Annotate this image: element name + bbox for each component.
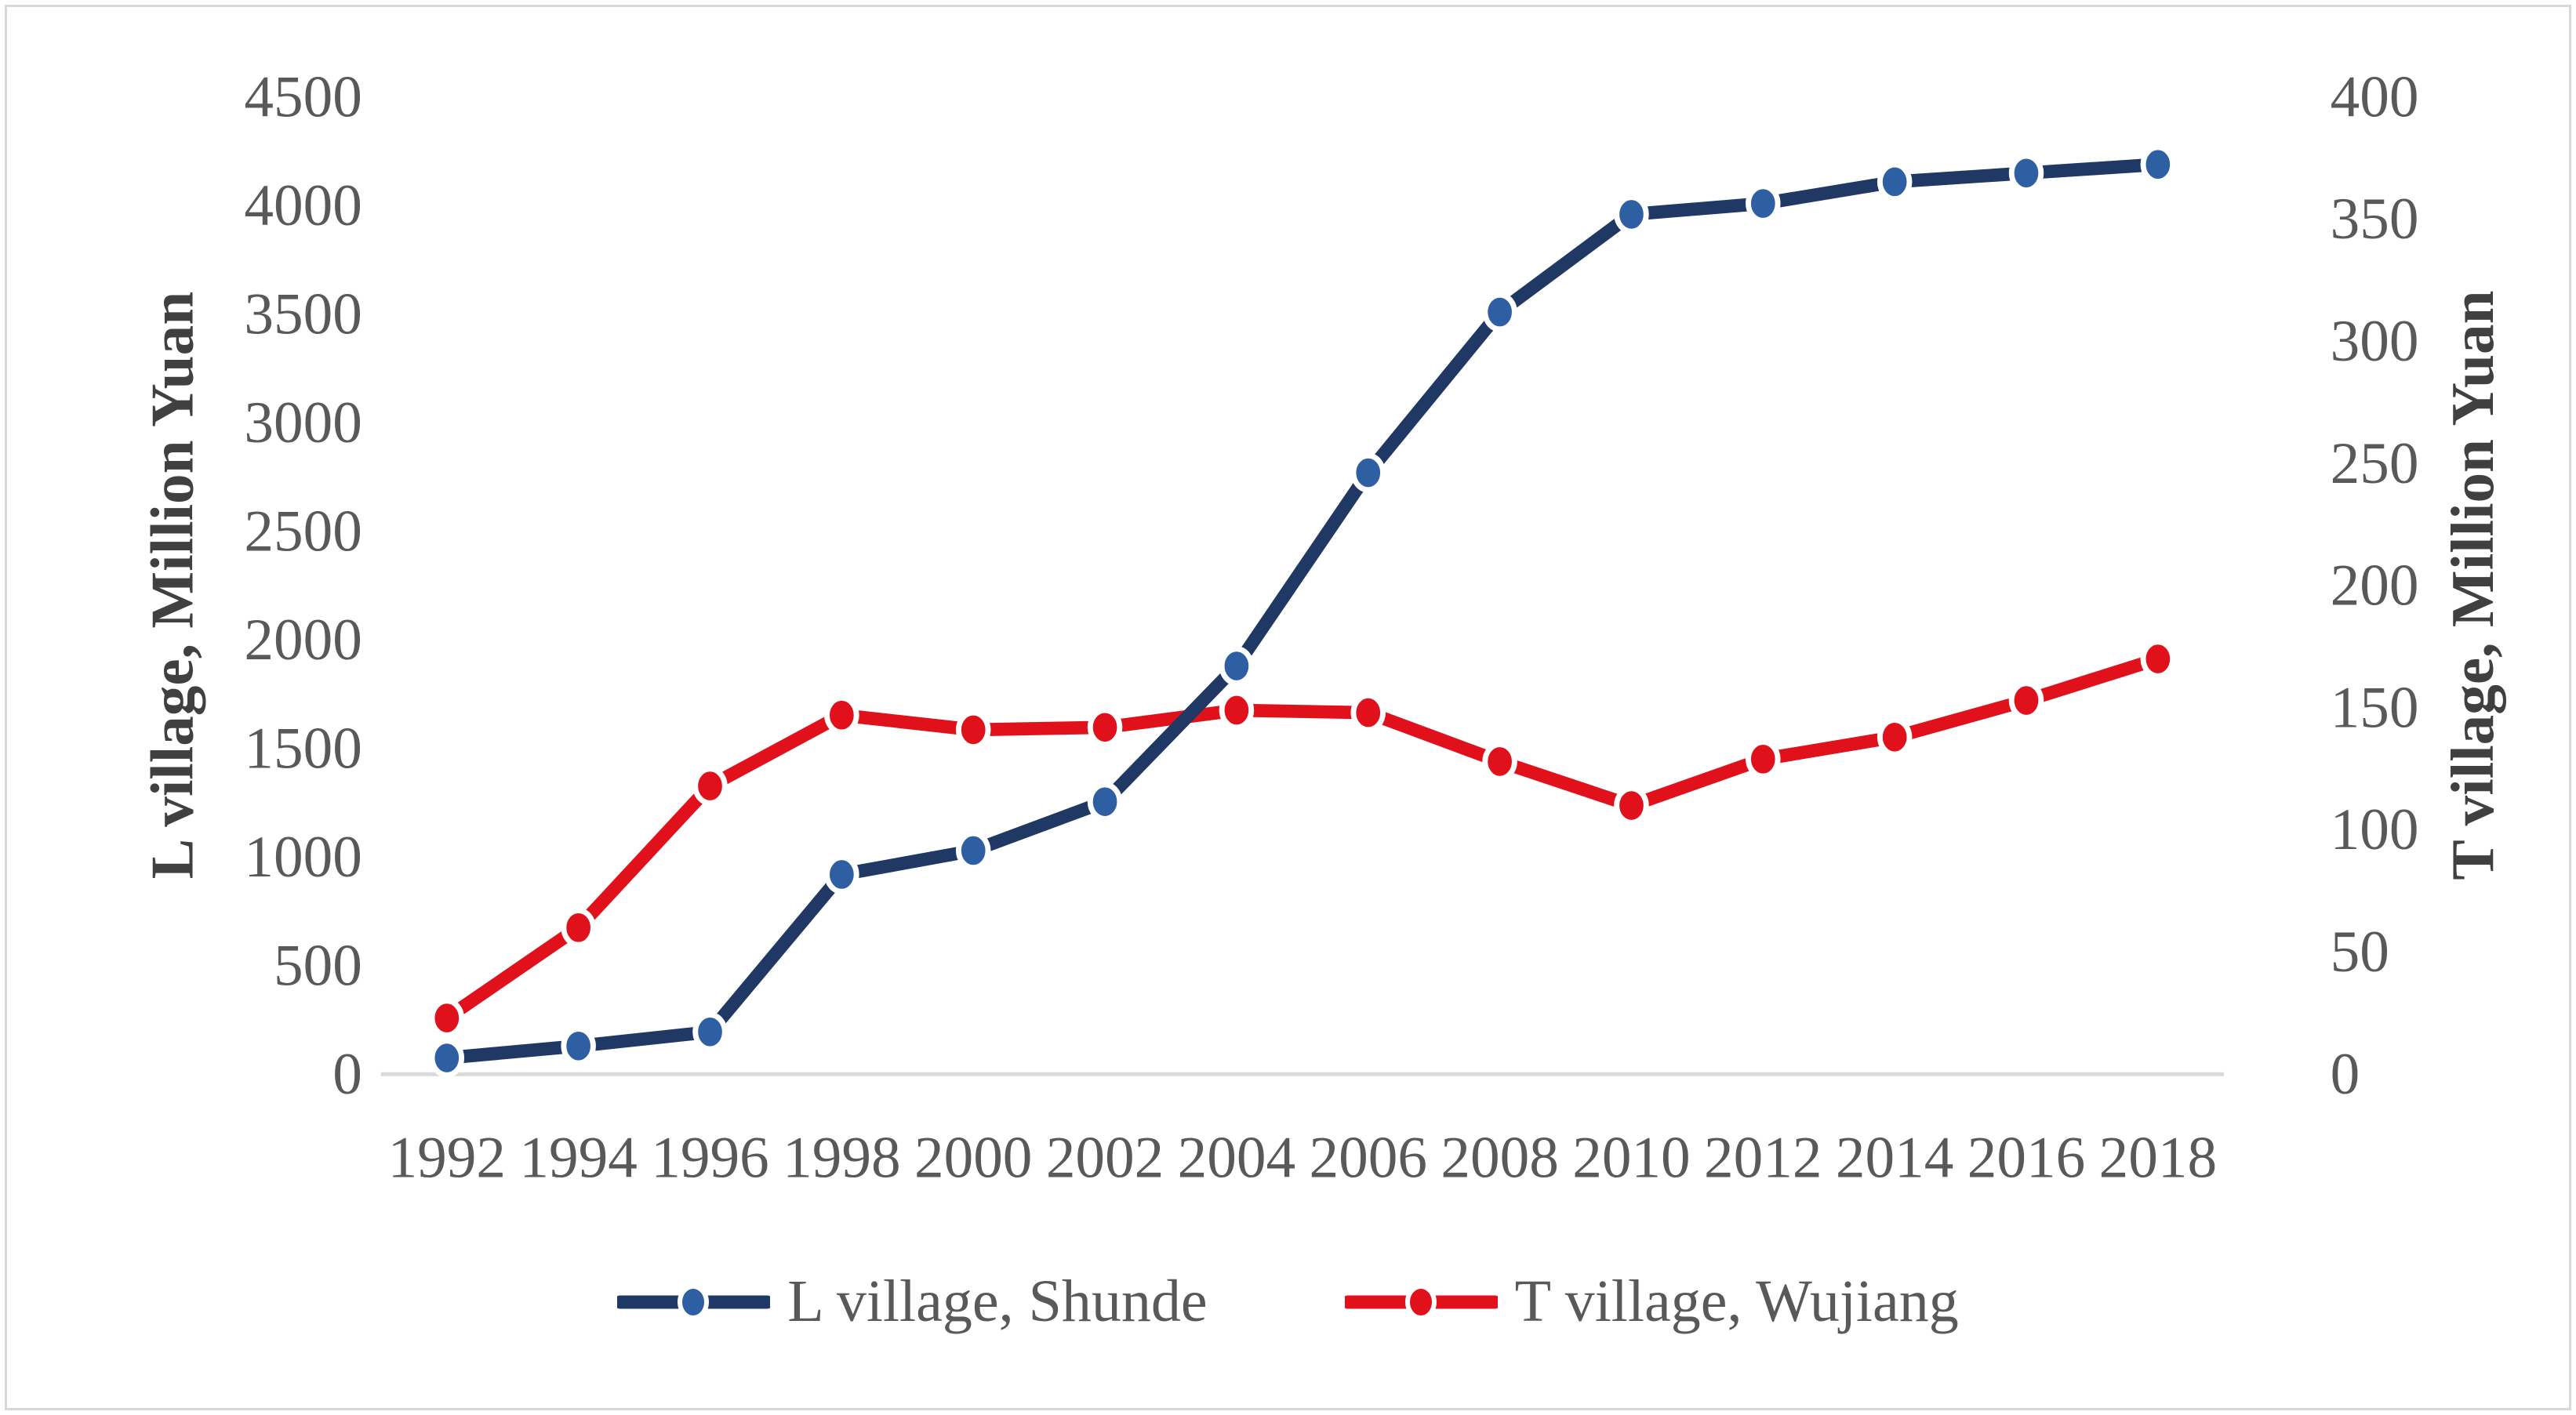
x-axis-tick-label: 2006	[1310, 1126, 1427, 1191]
l-village-marker	[2008, 153, 2044, 194]
right-axis-tick-label: 350	[2331, 187, 2419, 252]
legend-label: T village, Wujiang	[1514, 1268, 1959, 1334]
x-axis-tick-label: 2000	[914, 1126, 1032, 1191]
t-village-marker	[561, 908, 596, 948]
left-axis-tick-label: 2500	[244, 499, 362, 564]
l-village-marker	[955, 830, 991, 871]
t-village-marker	[2140, 639, 2176, 679]
l-village-marker	[1087, 782, 1123, 822]
l-village-marker	[1877, 161, 1913, 202]
x-axis-tick-label: 2014	[1836, 1126, 1953, 1191]
t-village-line	[440, 652, 2165, 1025]
t-village-marker	[429, 998, 465, 1038]
legend-label: L village, Shunde	[787, 1268, 1208, 1334]
right-axis-tick-label: 100	[2331, 797, 2419, 862]
x-axis-tick-label: 2004	[1178, 1126, 1295, 1191]
chart-legend: L village, Shunde T village, Wujiang	[7, 1268, 2569, 1336]
l-village-marker	[824, 854, 859, 894]
right-axis-title: T village, Million Yuan	[2439, 290, 2506, 880]
x-axis-tick-label: 2010	[1572, 1126, 1690, 1191]
left-axis-tick-label: 500	[274, 933, 362, 998]
legend-entry-t-village: T village, Wujiang	[1344, 1268, 1959, 1336]
left-axis-tick-label: 1500	[244, 716, 362, 781]
t-village-marker	[1746, 739, 1781, 779]
right-axis-tick-label: 250	[2331, 431, 2419, 496]
left-axis-tick-label: 3500	[244, 281, 362, 346]
l-village-marker	[1746, 183, 1781, 223]
l-village-marker	[692, 1012, 728, 1052]
x-axis-tick-label: 2018	[2099, 1126, 2217, 1191]
legend-swatch-t-village-icon	[1344, 1283, 1498, 1320]
left-axis-tick-label: 4500	[244, 64, 362, 129]
t-village-marker	[1087, 707, 1123, 748]
chart-figure: 0 500 1000 1500 2000 2500 3000 3500 4000 4500 0 50 1…	[5, 5, 2571, 1410]
t-village-marker	[1877, 717, 1913, 757]
t-village-marker	[692, 766, 728, 806]
x-axis-tick-label: 1992	[388, 1126, 506, 1191]
chart-canvas: 0 500 1000 1500 2000 2500 3000 3500 4000 4500 0 50 1…	[138, 64, 2506, 1191]
l-village-marker	[1219, 646, 1255, 686]
t-village-marker	[955, 709, 991, 750]
l-village-line	[440, 158, 2165, 1065]
left-axis-tick-label: 1000	[244, 825, 362, 890]
l-village-marker	[1350, 452, 1386, 493]
legend-marker-icon	[1404, 1283, 1437, 1320]
left-axis-title: L village, Million Yuan	[138, 292, 205, 880]
t-village-marker	[824, 695, 859, 735]
x-axis-tick-label: 1998	[783, 1126, 900, 1191]
right-axis-tick-label: 50	[2331, 920, 2389, 985]
right-axis-tick-label: 200	[2331, 553, 2419, 619]
x-axis-tick-label: 1996	[651, 1126, 768, 1191]
l-village-marker	[1482, 292, 1517, 332]
left-axis-tick-label: 4000	[244, 173, 362, 238]
l-village-marker	[1614, 194, 1649, 234]
right-axis-tick-label: 400	[2331, 64, 2419, 129]
t-village-marker	[1482, 742, 1517, 782]
left-axis-tick-label: 3000	[244, 390, 362, 455]
t-village-marker	[1350, 692, 1386, 733]
right-axis-tick-label: 150	[2331, 675, 2419, 740]
x-axis-tick-label: 2008	[1441, 1126, 1558, 1191]
x-axis-tick-label: 2016	[1967, 1126, 2085, 1191]
l-village-marker	[561, 1026, 596, 1066]
left-axis-tick-label: 0	[332, 1042, 362, 1107]
l-village-marker	[2140, 144, 2176, 184]
legend-swatch-l-village-icon	[617, 1283, 771, 1320]
right-axis-tick-label: 300	[2331, 309, 2419, 374]
l-village-marker	[429, 1038, 465, 1078]
legend-marker-icon	[678, 1283, 710, 1320]
t-village-marker	[1614, 786, 1649, 825]
x-axis-tick-label: 2002	[1046, 1126, 1164, 1191]
t-village-marker	[2008, 680, 2044, 720]
left-axis-tick-label: 2000	[244, 608, 362, 673]
x-axis-tick-label: 1994	[519, 1126, 637, 1191]
legend-entry-l-village: L village, Shunde	[617, 1268, 1208, 1336]
right-axis-tick-label: 0	[2331, 1042, 2360, 1107]
t-village-marker	[1219, 690, 1255, 731]
x-axis-tick-label: 2012	[1704, 1126, 1822, 1191]
